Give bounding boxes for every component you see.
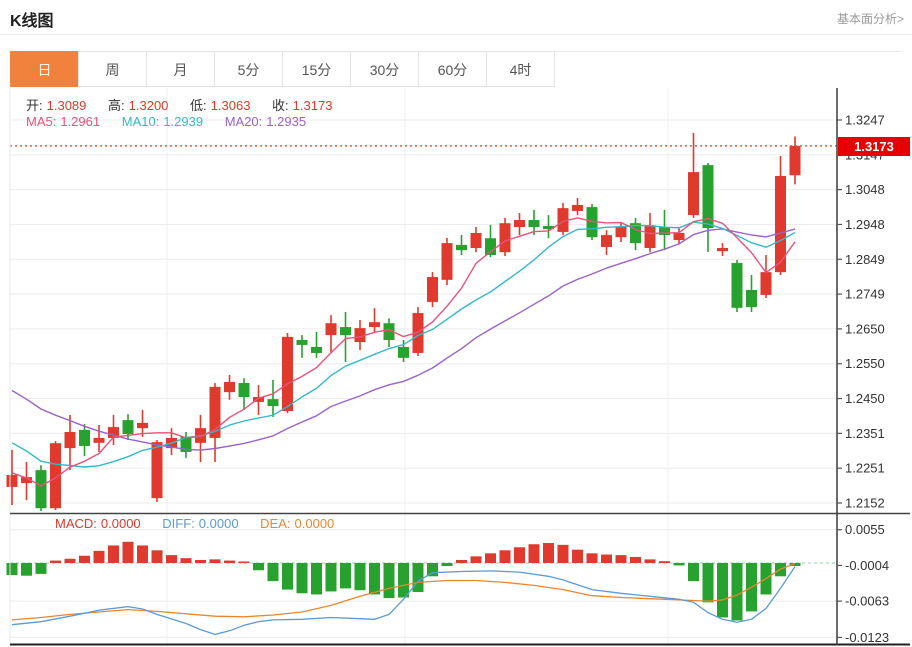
low-value: 1.3063 <box>210 98 251 113</box>
price-axis-label: 1.2849 <box>845 252 885 267</box>
tab-60min[interactable]: 60分 <box>418 51 487 87</box>
dea-label: DEA: <box>260 516 291 531</box>
macd-axis-label: -0.0063 <box>845 594 889 609</box>
price-axis-label: 1.2450 <box>845 391 885 406</box>
high-label: 高: <box>108 98 125 113</box>
close-label: 收: <box>272 98 289 113</box>
diff-label: DIFF: <box>162 516 195 531</box>
low-label: 低: <box>190 98 207 113</box>
macd-legend: MACD: 0.0000 DIFF: 0.0000 DEA: 0.0000 <box>55 516 338 531</box>
ma10-label: MA10: <box>121 114 160 129</box>
ma20-label: MA20: <box>224 114 263 129</box>
period-tabbar: 日 周 月 5分 15分 30分 60分 4时 <box>10 51 555 87</box>
price-axis-label: 1.2152 <box>845 496 885 511</box>
price-axis-label: 1.2749 <box>845 287 885 302</box>
macd-label: MACD: <box>55 516 97 531</box>
close-value: 1.3173 <box>292 98 333 113</box>
tab-month[interactable]: 月 <box>146 51 215 87</box>
price-axis-label: 1.2251 <box>845 461 885 476</box>
high-value: 1.3200 <box>128 98 169 113</box>
macd-axis-label: -0.0123 <box>845 630 889 645</box>
price-axis-label: 1.3048 <box>845 182 885 197</box>
price-axis-label: 1.2948 <box>845 217 885 232</box>
tab-week[interactable]: 周 <box>78 51 147 87</box>
macd-axis-label: 0.0055 <box>845 522 885 537</box>
macd-value: 0.0000 <box>100 516 141 531</box>
tab-5min[interactable]: 5分 <box>214 51 283 87</box>
tab-4hour[interactable]: 4时 <box>486 51 555 87</box>
title-divider <box>0 34 912 35</box>
ohlc-legend: 开: 1.3089 高: 1.3200 低: 1.3063 收: 1.3173 <box>26 95 336 114</box>
ma20-value: 1.2935 <box>266 114 307 129</box>
tab-15min[interactable]: 15分 <box>282 51 351 87</box>
page-title: K线图 <box>10 13 54 30</box>
price-axis-label: 1.3247 <box>845 113 885 128</box>
ma5-label: MA5: <box>26 114 57 129</box>
price-axis-label: 1.2550 <box>845 356 885 371</box>
fundamental-analysis-link[interactable]: 基本面分析> <box>836 12 904 26</box>
dea-value: 0.0000 <box>294 516 335 531</box>
tab-30min[interactable]: 30分 <box>350 51 419 87</box>
current-price-badge: 1.3173 <box>838 137 910 156</box>
ma10-value: 1.2939 <box>163 114 204 129</box>
diff-value: 0.0000 <box>198 516 239 531</box>
open-label: 开: <box>26 98 43 113</box>
open-value: 1.3089 <box>46 98 87 113</box>
tab-day[interactable]: 日 <box>10 51 79 87</box>
price-axis-label: 1.2351 <box>845 426 885 441</box>
price-axis-label: 1.2650 <box>845 321 885 336</box>
macd-axis-label: -0.0004 <box>845 558 889 573</box>
ma-legend: MA5: 1.2961 MA10: 1.2939 MA20: 1.2935 <box>26 114 310 129</box>
ma5-value: 1.2961 <box>60 114 101 129</box>
